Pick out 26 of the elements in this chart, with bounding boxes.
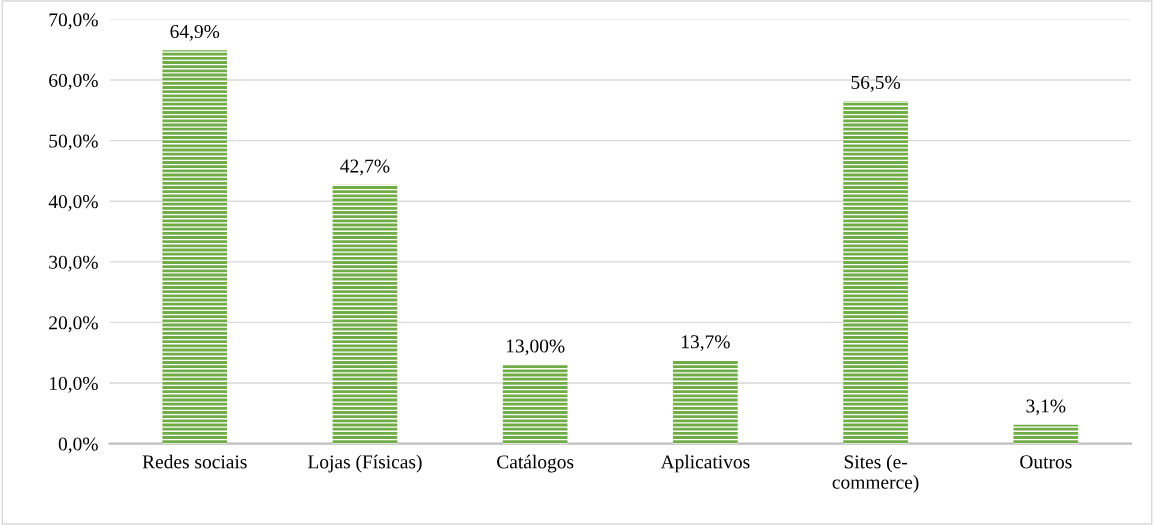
y-tick-label: 0,0% xyxy=(58,437,98,454)
data-label: 42,7% xyxy=(340,159,390,176)
y-tick-label: 40,0% xyxy=(48,195,98,211)
x-tick-label: Aplicativos xyxy=(660,454,750,473)
bar xyxy=(673,360,738,444)
data-label: 13,7% xyxy=(681,335,730,352)
bar xyxy=(502,364,568,444)
x-tick-label: Catálogos xyxy=(497,454,574,473)
data-label: 56,5% xyxy=(851,75,901,92)
y-tick-label: 60,0% xyxy=(49,73,98,90)
bar xyxy=(843,101,908,444)
bar xyxy=(162,50,228,444)
data-label: 3,1% xyxy=(1026,399,1066,416)
bar xyxy=(1013,424,1079,444)
x-tick-label: Redes sociais xyxy=(142,454,247,469)
bar xyxy=(332,184,398,444)
y-tick-label: 70,0% xyxy=(49,13,98,30)
data-label: 13,00% xyxy=(506,339,565,356)
y-tick-label: 30,0% xyxy=(49,255,98,272)
y-tick-label: 50,0% xyxy=(49,134,98,151)
x-tick-label: Sites (e- commerce) xyxy=(832,454,919,493)
x-tick-label: Lojas (Físicas) xyxy=(308,454,422,473)
data-label: 64,9% xyxy=(170,24,220,41)
x-tick-label: Outros xyxy=(1020,455,1072,469)
y-tick-label: 10,0% xyxy=(50,376,98,393)
y-tick-label: 20,0% xyxy=(49,316,98,333)
